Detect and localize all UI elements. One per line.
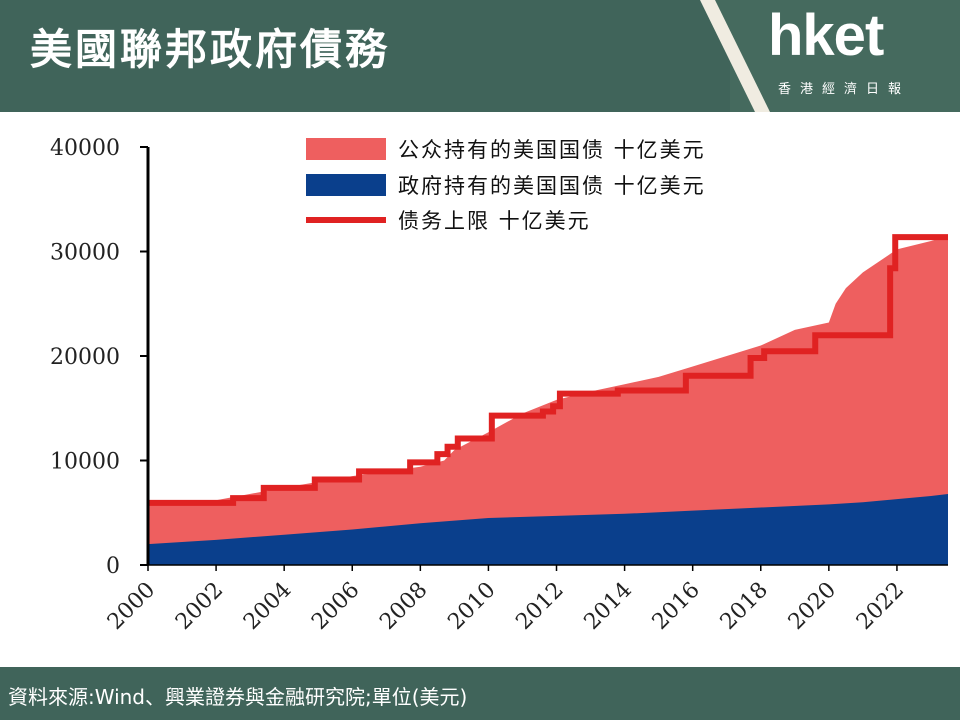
x-tick-label: 2000 xyxy=(103,578,160,635)
footer-bar: 資料來源:Wind、興業證券與金融研究院;單位(美元) xyxy=(0,667,960,720)
legend-swatch-public xyxy=(306,138,386,160)
legend-label: 政府持有的美国国债 十亿美元 xyxy=(398,174,706,198)
brand-logo-subtitle: 香港經濟日報 xyxy=(778,82,911,97)
x-tick-label: 2010 xyxy=(443,578,500,635)
x-tick-label: 2006 xyxy=(307,578,364,635)
x-tick-label: 2016 xyxy=(648,578,705,635)
x-tick-label: 2018 xyxy=(716,578,773,635)
y-tick-label: 30000 xyxy=(50,241,120,266)
y-tick-label: 20000 xyxy=(50,345,120,370)
x-tick-label: 2004 xyxy=(239,578,296,635)
debt-chart: 0 10000 20000 30000 40000 2000 2002 2004 2006 200… xyxy=(50,136,948,635)
public-debt-area xyxy=(148,235,948,565)
source-note: 資料來源:Wind、興業證券與金融研究院;單位(美元) xyxy=(8,685,468,709)
y-tick-label: 40000 xyxy=(50,136,120,161)
x-tick-label: 2008 xyxy=(375,578,432,635)
legend-swatch-government xyxy=(306,174,386,196)
y-tick-label: 0 xyxy=(106,554,120,579)
x-tick-label: 2014 xyxy=(580,578,637,635)
x-tick-label: 2002 xyxy=(171,578,228,635)
x-tick-label: 2022 xyxy=(852,578,909,635)
plot-lines xyxy=(148,234,948,506)
page-title: 美國聯邦政府債務 xyxy=(30,25,391,74)
government-debt-area xyxy=(148,493,948,565)
x-tick-label: 2012 xyxy=(511,578,568,635)
debt-ceiling-line xyxy=(148,234,948,506)
logo-divider-stripe xyxy=(700,0,770,112)
chart-panel: 0 10000 20000 30000 40000 2000 2002 2004 2006 200… xyxy=(14,112,950,667)
plot-areas xyxy=(148,235,948,565)
y-tick-label: 10000 xyxy=(50,450,120,475)
logo-panel xyxy=(700,0,960,112)
x-tick-label: 2020 xyxy=(784,578,841,635)
brand-logo[interactable]: hket xyxy=(768,3,884,68)
legend-label: 公众持有的美国国债 十亿美元 xyxy=(398,138,706,162)
legend-label: 债务上限 十亿美元 xyxy=(398,209,591,233)
header-bar: 美國聯邦政府債務 hket 香港經濟日報 xyxy=(0,0,960,112)
header-title-panel xyxy=(0,0,730,112)
logo-background xyxy=(715,0,960,112)
